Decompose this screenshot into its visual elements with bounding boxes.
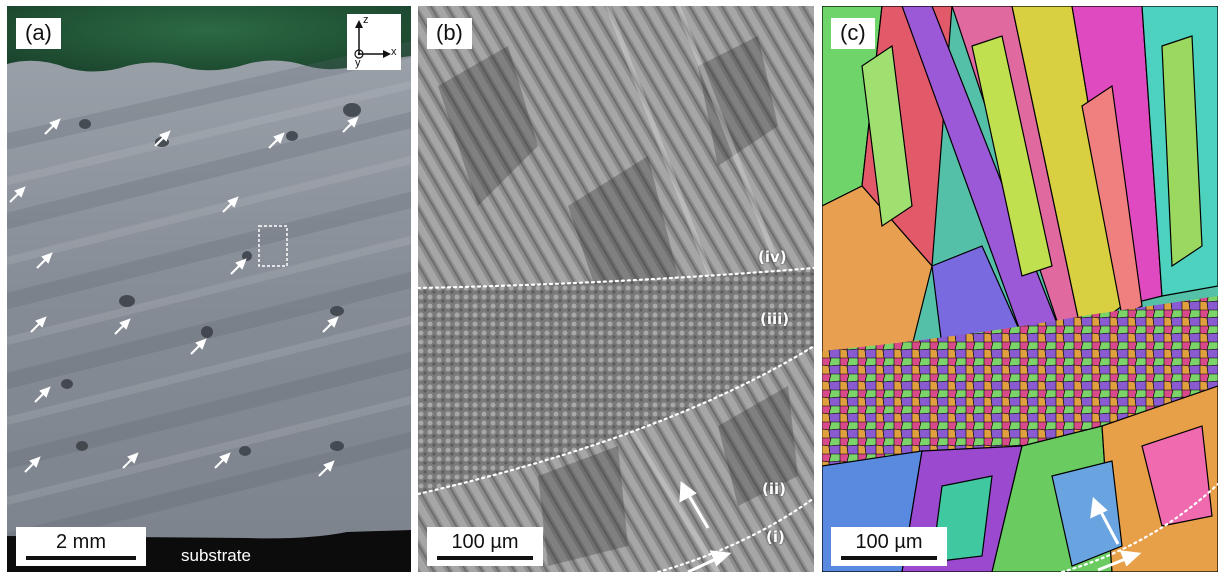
region-iii-label: (iii) bbox=[760, 310, 790, 328]
scale-bar-line bbox=[437, 556, 533, 560]
scale-bar-line bbox=[841, 556, 937, 560]
region-i-label: (i) bbox=[766, 528, 785, 546]
axis-y-label: y bbox=[355, 57, 361, 69]
scale-bar-text: 100 µm bbox=[855, 531, 923, 553]
panel-label: (b) bbox=[427, 18, 472, 49]
scale-bar-text: 2 mm bbox=[56, 531, 106, 553]
panel-a-optical-micrograph: (a) z x y substrate 2 mm bbox=[7, 6, 411, 572]
coordinate-axes-icon: z x y bbox=[347, 14, 401, 70]
scale-bar-line bbox=[26, 556, 136, 560]
panel-label: (a) bbox=[16, 18, 61, 49]
scale-bar: 100 µm bbox=[831, 527, 947, 566]
optical-image bbox=[7, 6, 411, 572]
scale-bar: 100 µm bbox=[427, 527, 543, 566]
scale-bar: 2 mm bbox=[16, 527, 146, 566]
scale-bar-text: 100 µm bbox=[451, 531, 519, 553]
substrate-label: substrate bbox=[181, 546, 251, 565]
panel-label: (c) bbox=[831, 18, 875, 49]
inset-box bbox=[258, 225, 288, 267]
panel-b-sem-micrograph: (b) (iv) (iii) (ii) (i) 100 µm bbox=[418, 6, 814, 572]
axis-z-label: z bbox=[363, 14, 369, 26]
panel-c-ebsd-map: (c) 100 µm bbox=[822, 6, 1218, 572]
region-iv-label: (iv) bbox=[758, 248, 787, 266]
region-ii-label: (ii) bbox=[762, 480, 786, 498]
ebsd-map bbox=[822, 6, 1218, 572]
sem-image bbox=[418, 6, 814, 572]
axis-x-label: x bbox=[391, 46, 397, 58]
